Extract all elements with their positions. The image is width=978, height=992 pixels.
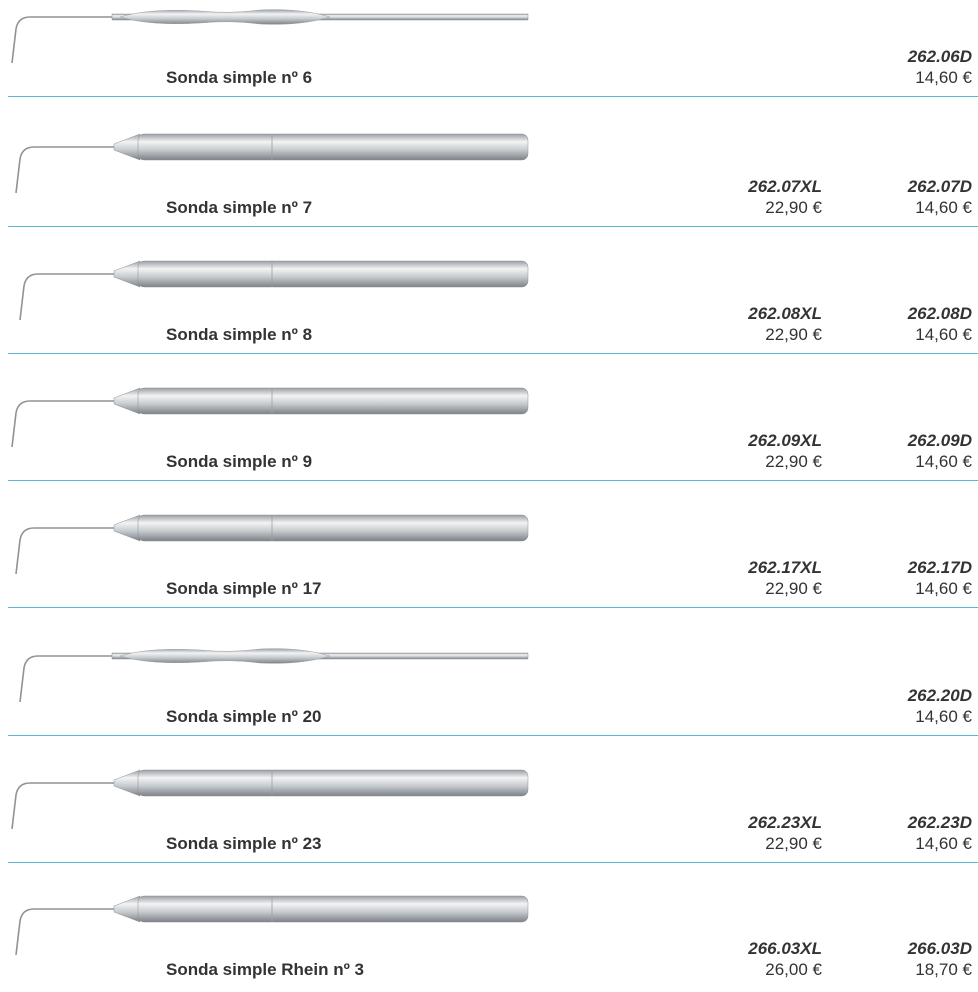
product-code: 262.09D <box>907 431 972 450</box>
product-name: Sonda simple Rhein nº 3 <box>166 960 364 979</box>
product-name: Sonda simple nº 17 <box>166 579 322 598</box>
product-price: 14,60 € <box>915 707 972 726</box>
product-price: 14,60 € <box>915 68 972 87</box>
product-name: Sonda simple nº 7 <box>166 198 313 217</box>
row-separator <box>8 480 978 481</box>
product-price: 14,60 € <box>915 198 972 217</box>
row-separator <box>8 96 978 97</box>
product-name: Sonda simple nº 23 <box>166 834 322 853</box>
product-name: Sonda simple nº 6 <box>166 68 313 87</box>
instrument-image <box>19 648 529 702</box>
product-price: 22,90 € <box>765 325 822 344</box>
product-name: Sonda simple nº 9 <box>166 452 313 471</box>
product-price: 14,60 € <box>915 834 972 853</box>
row-separator <box>8 735 978 736</box>
product-price: 14,60 € <box>915 325 972 344</box>
product-code: 262.17D <box>907 558 972 577</box>
instrument-image <box>15 895 529 955</box>
product-code: 262.06D <box>907 47 972 66</box>
row-separator <box>8 862 978 863</box>
instrument-image <box>11 769 529 829</box>
product-price: 26,00 € <box>765 960 822 979</box>
product-code: 262.20D <box>907 686 972 705</box>
product-price: 14,60 € <box>915 579 972 598</box>
row-separator <box>8 353 978 354</box>
instrument-image <box>11 387 529 447</box>
product-price: 22,90 € <box>765 579 822 598</box>
product-code: 266.03XL <box>748 939 822 958</box>
product-price: 22,90 € <box>765 834 822 853</box>
product-name: Sonda simple nº 20 <box>166 707 322 726</box>
product-price: 14,60 € <box>915 452 972 471</box>
product-code: 262.07D <box>907 177 972 196</box>
product-code: 262.07XL <box>748 177 822 196</box>
instrument-image <box>11 9 529 63</box>
product-code: 266.03D <box>907 939 972 958</box>
product-price: 18,70 € <box>915 960 972 979</box>
product-price: 22,90 € <box>765 198 822 217</box>
instrument-image <box>15 514 529 574</box>
instrument-image <box>15 133 529 193</box>
product-code: 262.23XL <box>748 813 822 832</box>
product-code: 262.08XL <box>748 304 822 323</box>
row-separator <box>8 607 978 608</box>
product-name: Sonda simple nº 8 <box>166 325 313 344</box>
product-code: 262.17XL <box>748 558 822 577</box>
row-separator <box>8 226 978 227</box>
product-price: 22,90 € <box>765 452 822 471</box>
product-code: 262.23D <box>907 813 972 832</box>
instrument-image <box>19 260 529 320</box>
product-code: 262.08D <box>907 304 972 323</box>
product-code: 262.09XL <box>748 431 822 450</box>
